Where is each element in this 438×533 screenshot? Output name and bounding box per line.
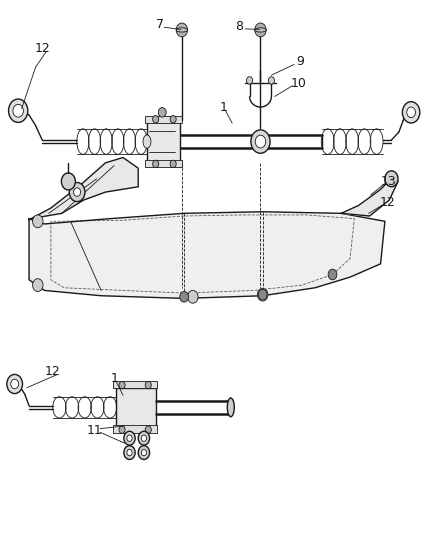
Text: 8: 8	[236, 20, 244, 33]
Text: 12: 12	[34, 42, 50, 55]
Circle shape	[170, 160, 176, 167]
Circle shape	[69, 182, 85, 201]
Circle shape	[176, 23, 187, 37]
Circle shape	[251, 130, 270, 154]
Bar	[113, 425, 157, 433]
Text: 1: 1	[111, 372, 119, 385]
Polygon shape	[29, 158, 138, 220]
Circle shape	[145, 426, 151, 433]
Circle shape	[119, 426, 125, 433]
Text: 12: 12	[379, 196, 395, 209]
Text: 10: 10	[290, 77, 307, 90]
Circle shape	[32, 279, 43, 292]
Circle shape	[152, 116, 159, 123]
Text: 9: 9	[296, 55, 304, 68]
Circle shape	[74, 188, 81, 196]
Circle shape	[124, 446, 135, 459]
Text: 12: 12	[44, 365, 60, 378]
Circle shape	[407, 107, 416, 118]
Circle shape	[258, 288, 268, 301]
Circle shape	[152, 160, 159, 167]
Circle shape	[141, 449, 147, 456]
Circle shape	[385, 171, 398, 187]
Circle shape	[138, 446, 150, 459]
Circle shape	[187, 290, 198, 303]
Bar	[145, 160, 182, 167]
Circle shape	[13, 104, 23, 117]
Circle shape	[158, 108, 166, 117]
Text: 7: 7	[156, 18, 164, 31]
Circle shape	[127, 449, 132, 456]
Circle shape	[61, 173, 75, 190]
Circle shape	[9, 99, 28, 123]
Polygon shape	[29, 212, 385, 298]
Circle shape	[141, 435, 147, 441]
Polygon shape	[341, 176, 398, 216]
Text: 1: 1	[219, 101, 227, 114]
Circle shape	[11, 379, 18, 389]
Text: 13: 13	[381, 175, 396, 188]
Circle shape	[247, 77, 253, 84]
Circle shape	[255, 23, 266, 37]
Bar	[113, 381, 157, 388]
Circle shape	[138, 431, 150, 445]
Circle shape	[7, 374, 22, 393]
Circle shape	[145, 381, 151, 389]
Circle shape	[328, 269, 337, 280]
Circle shape	[124, 431, 135, 445]
Bar	[117, 387, 155, 427]
Circle shape	[32, 215, 43, 228]
Circle shape	[170, 116, 176, 123]
Ellipse shape	[227, 398, 234, 417]
Circle shape	[127, 435, 132, 441]
Ellipse shape	[255, 28, 266, 32]
Text: 11: 11	[87, 424, 102, 437]
Circle shape	[119, 381, 125, 389]
Bar	[145, 116, 182, 123]
Circle shape	[255, 135, 266, 148]
Ellipse shape	[176, 28, 187, 32]
Circle shape	[180, 292, 188, 302]
Circle shape	[258, 289, 267, 300]
Bar	[147, 122, 180, 162]
Circle shape	[403, 102, 420, 123]
Circle shape	[268, 77, 275, 84]
Ellipse shape	[143, 135, 151, 148]
